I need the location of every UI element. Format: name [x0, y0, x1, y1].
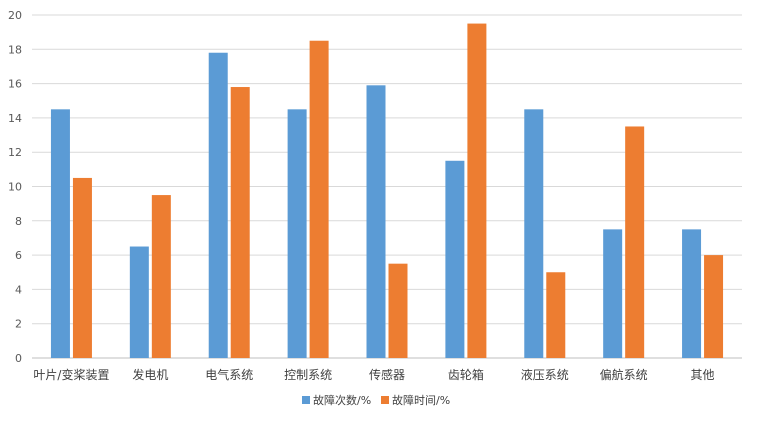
y-tick-label: 6	[15, 249, 22, 262]
bar-time-4	[388, 263, 408, 358]
y-tick-label: 0	[15, 352, 22, 365]
y-tick-label: 8	[15, 215, 22, 228]
bar-count-4	[366, 85, 386, 358]
legend: 故障次数/% 故障时间/%	[302, 393, 450, 407]
y-tick-label: 12	[8, 146, 22, 159]
bar-time-0	[72, 177, 92, 358]
x-category-label: 电气系统	[205, 367, 253, 382]
bar-time-3	[309, 40, 329, 358]
x-category-label: 传感器	[369, 367, 405, 382]
legend-swatch-0	[302, 396, 310, 404]
y-tick-label: 14	[8, 112, 22, 125]
bar-time-8	[704, 255, 724, 358]
bar-count-0	[50, 109, 70, 358]
legend-label-0: 故障次数/%	[313, 393, 371, 407]
x-category-label: 控制系统	[284, 368, 332, 382]
bar-time-5	[467, 23, 487, 358]
bar-time-2	[230, 87, 250, 358]
y-tick-label: 16	[8, 78, 22, 91]
legend-label-1: 故障时间/%	[392, 393, 450, 407]
x-category-label: 液压系统	[521, 367, 569, 382]
bar-count-5	[445, 160, 465, 358]
y-tick-label: 20	[8, 9, 22, 22]
gridlines	[32, 14, 742, 359]
bar-count-3	[287, 109, 307, 358]
legend-swatch-1	[381, 396, 389, 404]
y-tick-label: 18	[8, 43, 22, 56]
x-category-label: 齿轮箱	[448, 367, 484, 382]
bar-count-6	[524, 109, 544, 358]
x-category-label: 偏航系统	[600, 367, 648, 382]
bar-count-2	[208, 52, 228, 358]
x-category-label: 发电机	[132, 367, 168, 382]
bar-time-1	[151, 195, 171, 358]
x-axis-categories: 叶片/变桨装置 发电机 电气系统 控制系统 传感器 齿轮箱 液压系统 偏航系统 其他	[33, 367, 714, 382]
bar-time-7	[625, 126, 645, 358]
x-category-label: 其他	[691, 368, 715, 382]
y-axis-ticks: 0 2 4 6 8 10 12 14 16 18 20	[8, 9, 22, 365]
bar-time-6	[546, 272, 566, 358]
bar-count-7	[603, 229, 623, 358]
x-category-label: 叶片/变桨装置	[33, 367, 109, 382]
bars	[50, 23, 724, 358]
y-tick-label: 10	[8, 181, 22, 194]
bar-count-8	[682, 229, 702, 358]
y-tick-label: 4	[15, 283, 22, 296]
bar-count-1	[129, 246, 149, 358]
y-tick-label: 2	[15, 318, 22, 331]
